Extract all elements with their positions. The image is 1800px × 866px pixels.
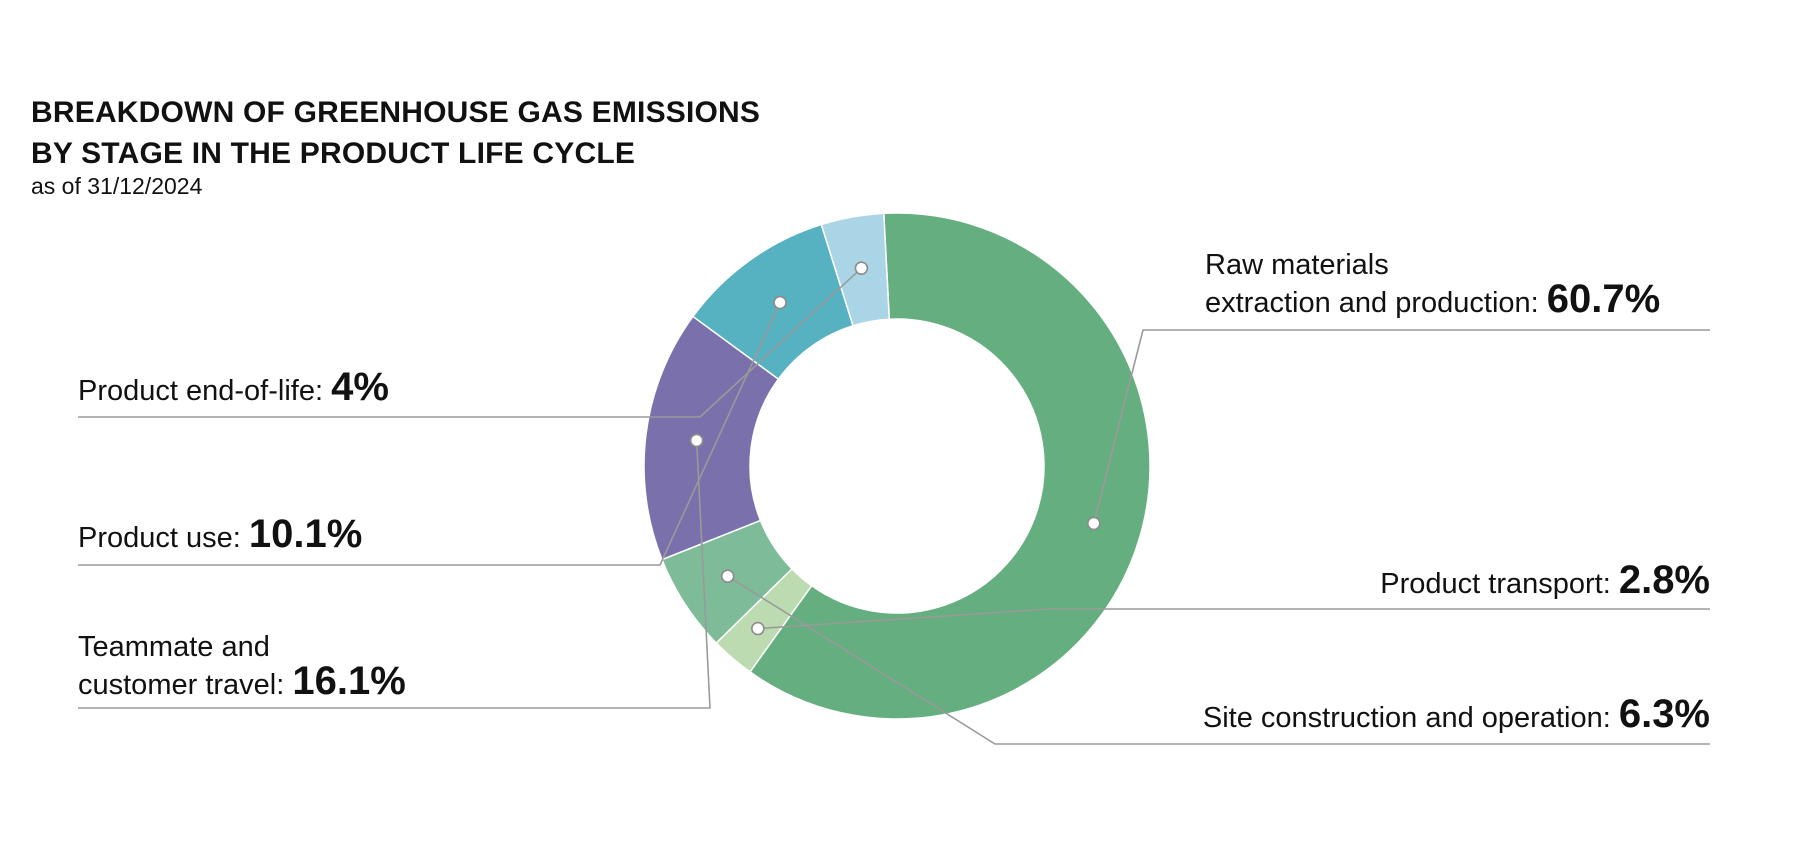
value-product-use: 10.1% xyxy=(248,512,363,556)
slice-markers xyxy=(689,261,1101,636)
label-travel-line-2: customer travel: xyxy=(78,669,285,701)
leader-line-site xyxy=(727,575,1710,745)
value-site-construction: 6.3% xyxy=(1618,692,1710,736)
marker-raw xyxy=(1087,516,1101,531)
leader-line-eol xyxy=(78,267,862,418)
marker-eol xyxy=(854,261,869,275)
donut-slices xyxy=(643,212,1151,720)
chart-title: BREAKDOWN OF GREENHOUSE GAS EMISSIONS BY… xyxy=(31,92,760,174)
chart-subtitle: as of 31/12/2024 xyxy=(31,173,203,199)
value-product-transport: 2.8% xyxy=(1618,558,1710,602)
marker-transport xyxy=(751,621,765,636)
label-product-use: Product use: 10.1% xyxy=(78,514,362,555)
label-teammate-travel: Teammate and customer travel: 16.1% xyxy=(78,630,406,702)
label-use-text: Product use: xyxy=(78,522,241,554)
label-product-end-of-life: Product end-of-life: 4% xyxy=(78,367,389,408)
leader-line-use xyxy=(78,302,781,566)
label-travel-line-1: Teammate and xyxy=(78,631,270,663)
label-transport-text: Product transport: xyxy=(1380,568,1611,600)
label-product-transport: Product transport: 2.8% xyxy=(1380,560,1710,601)
label-eol-text: Product end-of-life: xyxy=(78,375,324,407)
slice-travel xyxy=(643,315,780,561)
marker-travel xyxy=(689,433,704,448)
marker-site xyxy=(720,569,735,583)
label-raw-line-2: extraction and production: xyxy=(1205,287,1539,319)
leader-line-transport xyxy=(757,608,1710,630)
marker-use xyxy=(773,295,787,310)
label-raw-materials: Raw materials extraction and production:… xyxy=(1205,248,1660,320)
label-site-text: Site construction and operation: xyxy=(1202,702,1611,734)
value-teammate-travel: 16.1% xyxy=(292,659,406,703)
label-site-construction: Site construction and operation: 6.3% xyxy=(1202,694,1710,735)
leader-line-raw xyxy=(1093,329,1710,524)
value-raw-materials: 60.7% xyxy=(1546,277,1661,321)
chart-title-line-1: BREAKDOWN OF GREENHOUSE GAS EMISSIONS xyxy=(31,96,761,129)
label-raw-line-1: Raw materials xyxy=(1205,249,1389,281)
chart-title-line-2: BY STAGE IN THE PRODUCT LIFE CYCLE xyxy=(31,137,636,170)
value-product-end-of-life: 4% xyxy=(331,365,389,409)
leader-lines xyxy=(78,267,1710,745)
leader-line-travel xyxy=(78,440,711,709)
slice-raw xyxy=(748,212,1151,720)
